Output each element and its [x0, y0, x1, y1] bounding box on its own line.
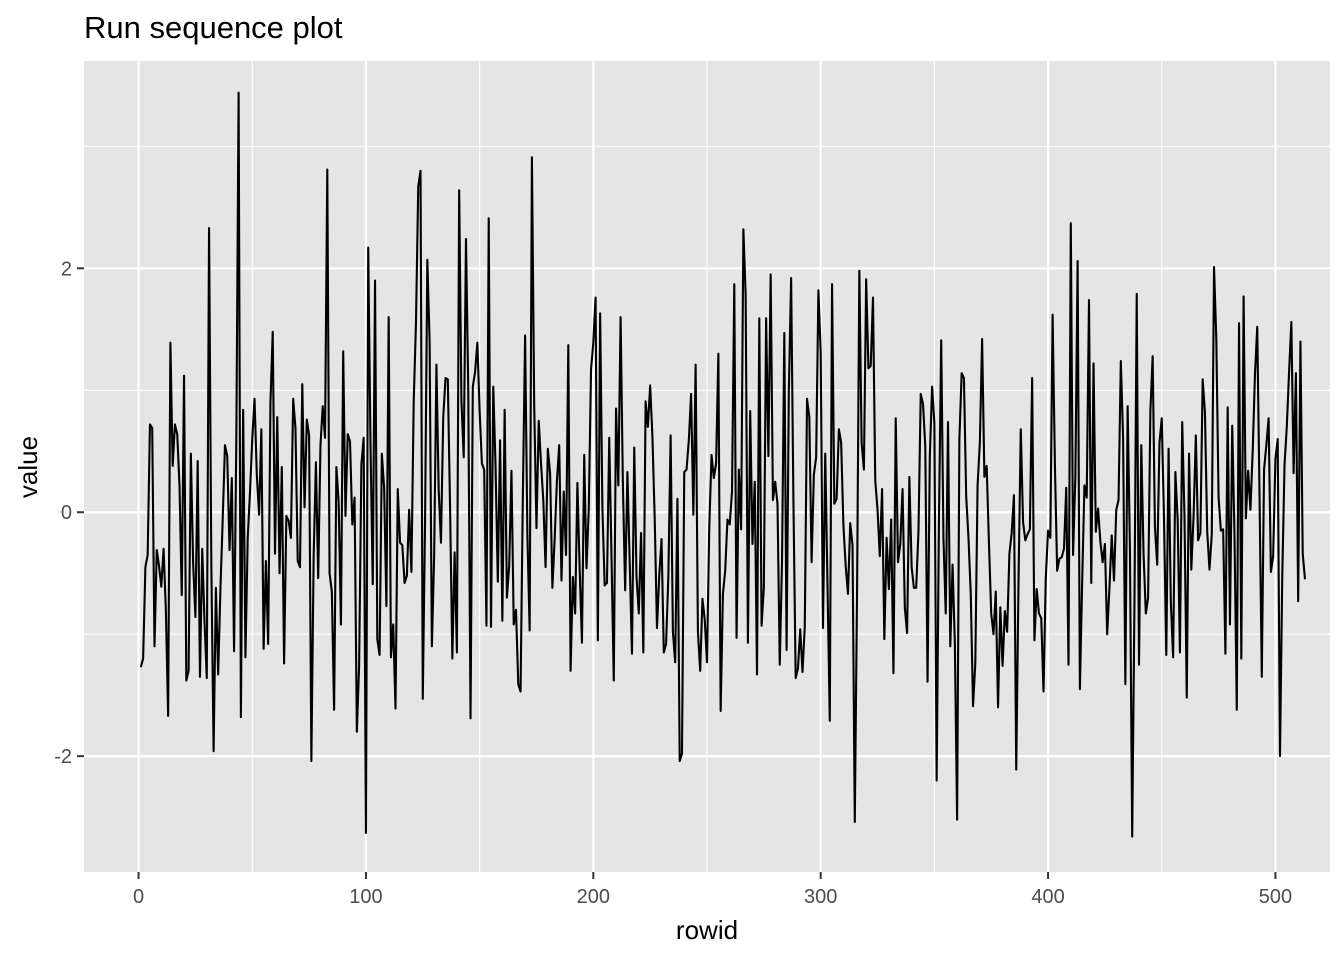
x-tick-label: 200: [577, 886, 610, 908]
y-axis-ticks: -2 0 2: [54, 258, 84, 768]
y-tick-label: 2: [61, 258, 72, 280]
y-tick-label: -2: [54, 746, 72, 768]
series-line: [139, 91, 1307, 838]
x-tick-label: 300: [804, 886, 837, 908]
x-tick-label: 500: [1259, 886, 1292, 908]
x-axis-ticks: 0 100 200 300 400 500: [133, 872, 1292, 908]
y-tick-label: 0: [61, 502, 72, 524]
x-tick-label: 0: [133, 886, 144, 908]
x-tick-label: 400: [1031, 886, 1064, 908]
y-axis-title: value: [13, 436, 43, 498]
x-tick-label: 100: [349, 886, 382, 908]
chart-title: Run sequence plot: [84, 10, 343, 45]
x-axis-title: rowid: [676, 915, 738, 945]
